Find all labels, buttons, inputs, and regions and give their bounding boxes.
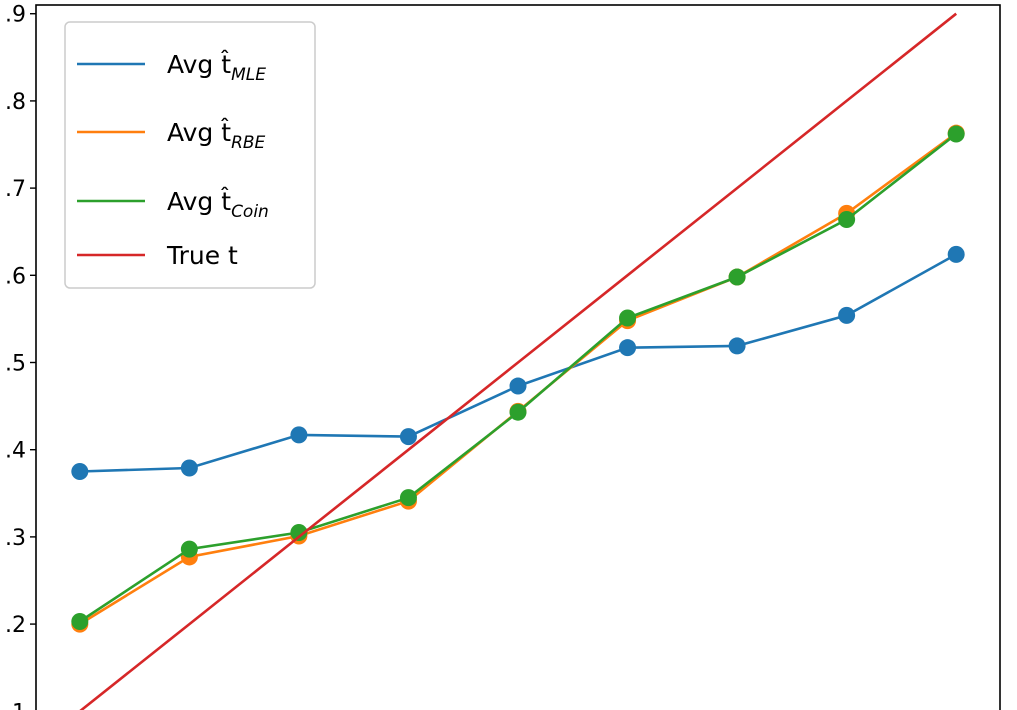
data-point	[180, 459, 198, 477]
legend-box	[64, 21, 316, 289]
data-point	[947, 125, 965, 143]
data-point	[71, 462, 89, 480]
y-tick-label: .1	[5, 700, 26, 710]
y-tick-label: .5	[5, 352, 26, 377]
legend-entry: Avg t̂Coin	[77, 187, 269, 222]
data-point	[290, 524, 308, 542]
series-3	[79, 12, 958, 710]
data-point	[71, 612, 89, 630]
y-axis: .1 .2 .3 .4 .5 .6 .7 .8 .9	[5, 3, 36, 710]
data-point	[838, 306, 856, 324]
legend-entry: True t	[77, 241, 238, 270]
data-point	[180, 540, 198, 558]
data-point	[728, 268, 746, 286]
series-0	[71, 245, 965, 480]
data-point	[947, 245, 965, 263]
data-point	[509, 403, 527, 421]
y-tick-label: .6	[5, 264, 26, 289]
legend-entry: Avg t̂MLE	[77, 50, 266, 85]
data-point	[728, 337, 746, 355]
y-tick-label: .2	[5, 613, 26, 638]
legend-label: True t	[166, 241, 238, 270]
data-point	[290, 426, 308, 444]
y-tick-label: .8	[5, 90, 26, 115]
data-point	[509, 377, 527, 395]
series-line	[79, 12, 958, 710]
legend-label: Avg t̂MLE	[167, 50, 266, 85]
data-point	[399, 428, 417, 446]
data-point	[399, 489, 417, 507]
y-tick-label: .7	[5, 177, 26, 202]
legend-entry: Avg t̂RBE	[77, 118, 266, 153]
y-tick-label: .3	[5, 526, 26, 551]
legend-label: Avg t̂Coin	[167, 187, 269, 222]
data-point	[838, 211, 856, 228]
legend: Avg t̂MLE Avg t̂RBE Avg t̂Coin True t	[64, 21, 316, 289]
y-tick-label: .9	[5, 3, 26, 28]
data-point	[619, 339, 637, 357]
series-2	[71, 125, 965, 630]
series-lines	[71, 12, 965, 710]
data-point	[619, 309, 637, 327]
legend-label: Avg t̂RBE	[167, 118, 266, 153]
y-tick-label: .4	[5, 439, 26, 464]
